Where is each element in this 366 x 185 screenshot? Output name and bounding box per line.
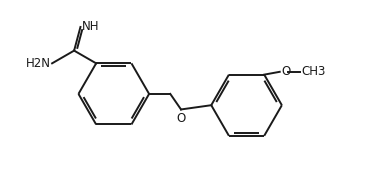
Text: O: O (176, 112, 186, 125)
Text: NH: NH (82, 20, 100, 33)
Text: H2N: H2N (26, 57, 51, 70)
Text: O: O (281, 65, 290, 78)
Text: CH3: CH3 (301, 65, 325, 78)
